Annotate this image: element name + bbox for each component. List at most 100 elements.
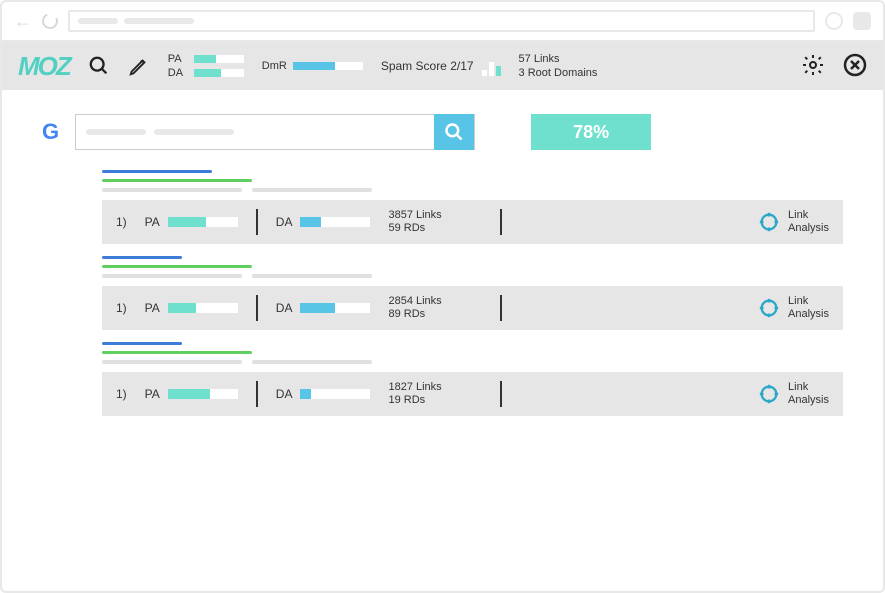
- links-count: 1827 Links: [388, 381, 441, 394]
- pa-label: PA: [145, 301, 160, 315]
- rank-label: 1): [116, 387, 127, 401]
- target-icon: [758, 211, 780, 233]
- result-metrics-strip: 1)PADA2854 Links89 RDsLinkAnalysis: [102, 286, 843, 330]
- moz-toolbar: MOZ PA DA DmR Spam Score 2/17 57: [2, 42, 883, 90]
- pa-bar: [168, 303, 238, 313]
- da-bar: [194, 69, 244, 77]
- pa-label: PA: [168, 53, 188, 65]
- spam-bar: [482, 70, 487, 76]
- la-line2: Analysis: [788, 394, 829, 407]
- menu-icon[interactable]: [853, 12, 871, 30]
- pa-metric: PA: [145, 301, 238, 315]
- separator: [500, 381, 502, 407]
- search-input[interactable]: [75, 114, 475, 150]
- desc-stub: [252, 274, 372, 278]
- da-bar: [300, 303, 370, 313]
- links-col: 2854 Links89 RDs: [388, 295, 441, 321]
- la-line2: Analysis: [788, 222, 829, 235]
- separator: [500, 295, 502, 321]
- dmr-label: DmR: [262, 60, 287, 72]
- serp-content: G 78% 1)PADA3857 Links59 RDsLinkAnalysis…: [2, 90, 883, 438]
- da-metric: DA: [276, 301, 371, 315]
- browser-chrome: ←: [2, 2, 883, 42]
- links-count: 57 Links: [519, 52, 598, 66]
- links-col: 3857 Links59 RDs: [388, 209, 441, 235]
- da-label: DA: [276, 301, 293, 315]
- pa-label: PA: [145, 387, 160, 401]
- desc-stub: [252, 188, 372, 192]
- pa-label: PA: [145, 215, 160, 229]
- separator: [500, 209, 502, 235]
- difficulty-badge: 78%: [531, 114, 651, 150]
- result-link-stub[interactable]: [102, 342, 182, 345]
- da-metric: DA: [276, 387, 371, 401]
- da-bar: [300, 389, 370, 399]
- target-icon: [758, 297, 780, 319]
- result-link-stub[interactable]: [102, 351, 252, 354]
- pa-metric: PA: [145, 215, 238, 229]
- pencil-icon[interactable]: [128, 55, 150, 77]
- google-logo-icon: G: [42, 119, 59, 145]
- separator: [256, 295, 258, 321]
- result-block: [102, 342, 843, 364]
- result-link-stub[interactable]: [102, 256, 182, 259]
- da-label: DA: [276, 387, 293, 401]
- links-count: 2854 Links: [388, 295, 441, 308]
- links-count: 3857 Links: [388, 209, 441, 222]
- rds-count: 89 RDs: [388, 308, 441, 321]
- la-line1: Link: [788, 295, 829, 308]
- query-stub: [86, 129, 146, 135]
- result-link-stub[interactable]: [102, 179, 252, 182]
- separator: [256, 209, 258, 235]
- result-desc: [102, 188, 843, 192]
- result-link-stub[interactable]: [102, 265, 252, 268]
- search-icon[interactable]: [88, 55, 110, 77]
- la-line1: Link: [788, 381, 829, 394]
- url-stub: [78, 18, 118, 24]
- desc-stub: [102, 274, 242, 278]
- close-icon[interactable]: [843, 53, 867, 80]
- url-stub: [124, 18, 194, 24]
- da-label: DA: [276, 215, 293, 229]
- pa-bar: [194, 55, 244, 63]
- la-line1: Link: [788, 209, 829, 222]
- da-metric: DA: [276, 215, 371, 229]
- root-domains-count: 3 Root Domains: [519, 66, 598, 80]
- separator: [256, 381, 258, 407]
- rds-count: 59 RDs: [388, 222, 441, 235]
- link-analysis[interactable]: LinkAnalysis: [758, 295, 829, 321]
- da-bar: [300, 217, 370, 227]
- gear-icon[interactable]: [801, 53, 825, 80]
- result-block: [102, 170, 843, 192]
- result-metrics-strip: 1) PA DA 1827 Links19 RDs LinkAnalysis: [102, 372, 843, 416]
- link-analysis[interactable]: LinkAnalysis: [758, 209, 829, 235]
- pa-metric: PA: [145, 387, 238, 401]
- spam-label: Spam Score 2/17: [381, 59, 474, 73]
- target-icon: [758, 383, 780, 405]
- dmr-bar: [293, 62, 363, 70]
- spam-bar: [489, 62, 494, 76]
- query-stub: [154, 129, 234, 135]
- spam-bar: [496, 66, 501, 76]
- spam-bars: [482, 56, 501, 76]
- profile-icon[interactable]: [825, 12, 843, 30]
- la-line2: Analysis: [788, 308, 829, 321]
- result-block: [102, 256, 843, 278]
- url-bar[interactable]: [68, 10, 815, 32]
- pa-bar: [168, 389, 238, 399]
- pa-bar: [168, 217, 238, 227]
- moz-logo: MOZ: [18, 51, 70, 82]
- back-arrow-icon[interactable]: ←: [14, 11, 32, 32]
- desc-stub: [102, 188, 242, 192]
- link-analysis[interactable]: LinkAnalysis: [758, 381, 829, 407]
- rank-label: 1): [116, 215, 127, 229]
- desc-stub: [102, 360, 242, 364]
- search-button[interactable]: [434, 114, 474, 150]
- pa-da-block: PA DA: [168, 53, 244, 79]
- search-row: G 78%: [42, 114, 843, 150]
- reload-icon[interactable]: [40, 11, 61, 32]
- result-desc: [102, 360, 843, 364]
- link-summary: 57 Links 3 Root Domains: [519, 52, 598, 81]
- result-link-stub[interactable]: [102, 170, 212, 173]
- rds-count: 19 RDs: [388, 394, 441, 407]
